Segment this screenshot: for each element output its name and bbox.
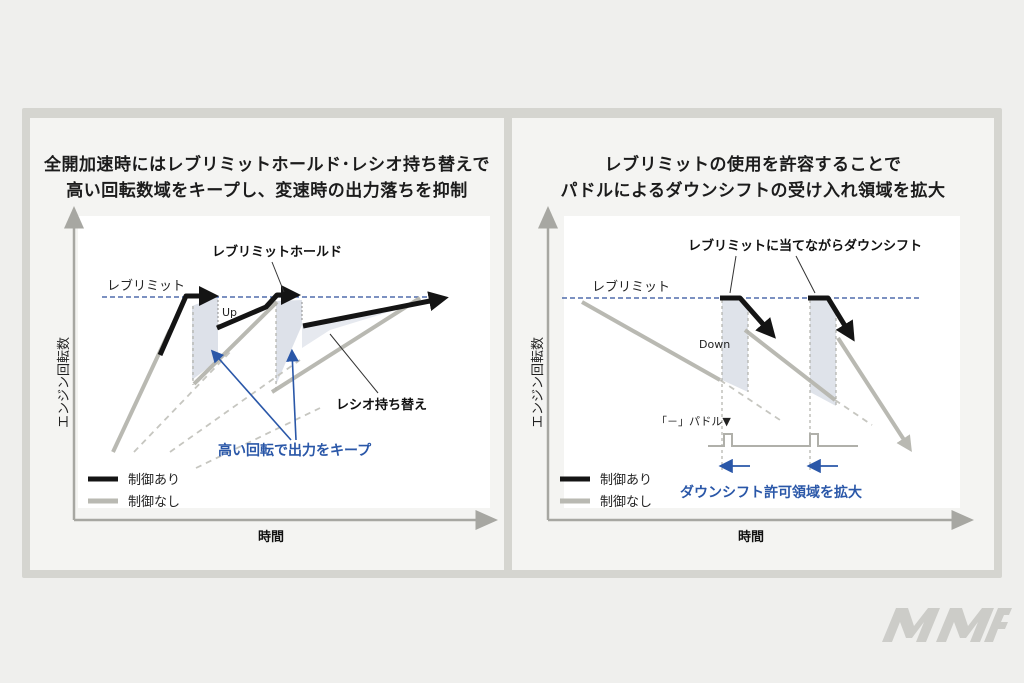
left-gain-area-2 [276, 300, 302, 385]
right-callout-leader-1 [729, 255, 737, 294]
left-y-axis-label: エンジン回転数 [57, 337, 72, 428]
left-uncontrolled-line-2 [192, 300, 279, 386]
left-up-label: Up [222, 306, 237, 319]
left-gear-projection-3 [195, 407, 321, 469]
left-controlled-line-3 [302, 291, 449, 329]
right-paddle-signal [708, 433, 858, 447]
left-legend-uncontrolled-label: 制御なし [128, 495, 180, 510]
left-chart: エンジン回転数 時間 レブリミット レブリミットホールド Up レシオ持ち替え … [57, 206, 498, 545]
mf-logo-watermark [882, 608, 1012, 642]
right-plot-area [564, 216, 960, 508]
right-expanded-area-1 [722, 298, 748, 392]
right-down-label: Down [699, 338, 730, 351]
right-chart: エンジン回転数 時間 レブリミット レブリミットに当てながらダウンシフト Dow… [531, 206, 974, 545]
right-panel: レブリミットの使用を許容することで パドルによるダウンシフトの受け入れ領域を拡大 [512, 118, 994, 570]
right-uncontrolled-line-3 [836, 336, 912, 453]
left-gain-area-1 [192, 296, 218, 380]
left-title-line2: 高い回転数域をキープし、変速時の出力落ちを抑制 [66, 181, 468, 201]
right-uncontrolled-line-1 [581, 300, 721, 382]
left-controlled-line-1 [157, 286, 219, 357]
right-legend-uncontrolled-label: 制御なし [600, 495, 652, 510]
right-downshift-callout: レブリミットに当てながらダウンシフト [688, 238, 922, 254]
right-expanded-area-2 [810, 298, 836, 406]
right-title-line1: レブリミットの使用を許容することで [604, 155, 902, 175]
left-ratio-leader [329, 333, 379, 394]
right-controlled-line-2 [808, 295, 855, 342]
left-x-axis-label: 時間 [258, 529, 284, 545]
right-rev-limit-label: レブリミット [592, 279, 670, 295]
left-keep-label: 高い回転で出力をキープ [218, 442, 372, 459]
right-paddle-label: 「－」パドル▼ [656, 415, 731, 428]
left-gear-projection-1 [133, 349, 233, 453]
left-rev-limit-label: レブリミット [107, 278, 185, 294]
right-callout-leader-2 [795, 255, 816, 294]
left-keep-arrow-1 [210, 349, 292, 441]
right-x-axis-label: 時間 [738, 529, 764, 545]
left-legend-controlled-label: 制御あり [128, 473, 180, 488]
right-controlled-line-1 [720, 295, 776, 339]
left-panel: 全開加速時にはレブリミットホールド･レシオ持ち替えで 高い回転数域をキープし、変… [30, 118, 504, 570]
left-keep-arrow-2 [286, 348, 299, 441]
right-uncontrolled-line-2 [743, 328, 837, 402]
left-uncontrolled-line-3 [270, 296, 422, 394]
right-dashed-continuation-2 [834, 399, 873, 426]
left-hold-leader [271, 261, 285, 293]
left-ratio-callout: レシオ持ち替え [336, 397, 427, 413]
right-y-axis-label: エンジン回転数 [531, 337, 546, 428]
left-hold-callout: レブリミットホールド [212, 244, 342, 260]
right-legend-controlled-label: 制御あり [600, 473, 652, 488]
left-title-line1: 全開加速時にはレブリミットホールド･レシオ持ち替えで [44, 155, 490, 175]
right-title-line2: パドルによるダウンシフトの受け入れ領域を拡大 [560, 181, 946, 201]
left-gain-area-3 [302, 304, 415, 348]
right-expand-label: ダウンシフト許可領域を拡大 [680, 484, 862, 501]
right-dashed-continuation-1 [719, 379, 781, 421]
left-controlled-line-2 [216, 285, 301, 331]
left-gear-projection-2 [169, 359, 301, 453]
